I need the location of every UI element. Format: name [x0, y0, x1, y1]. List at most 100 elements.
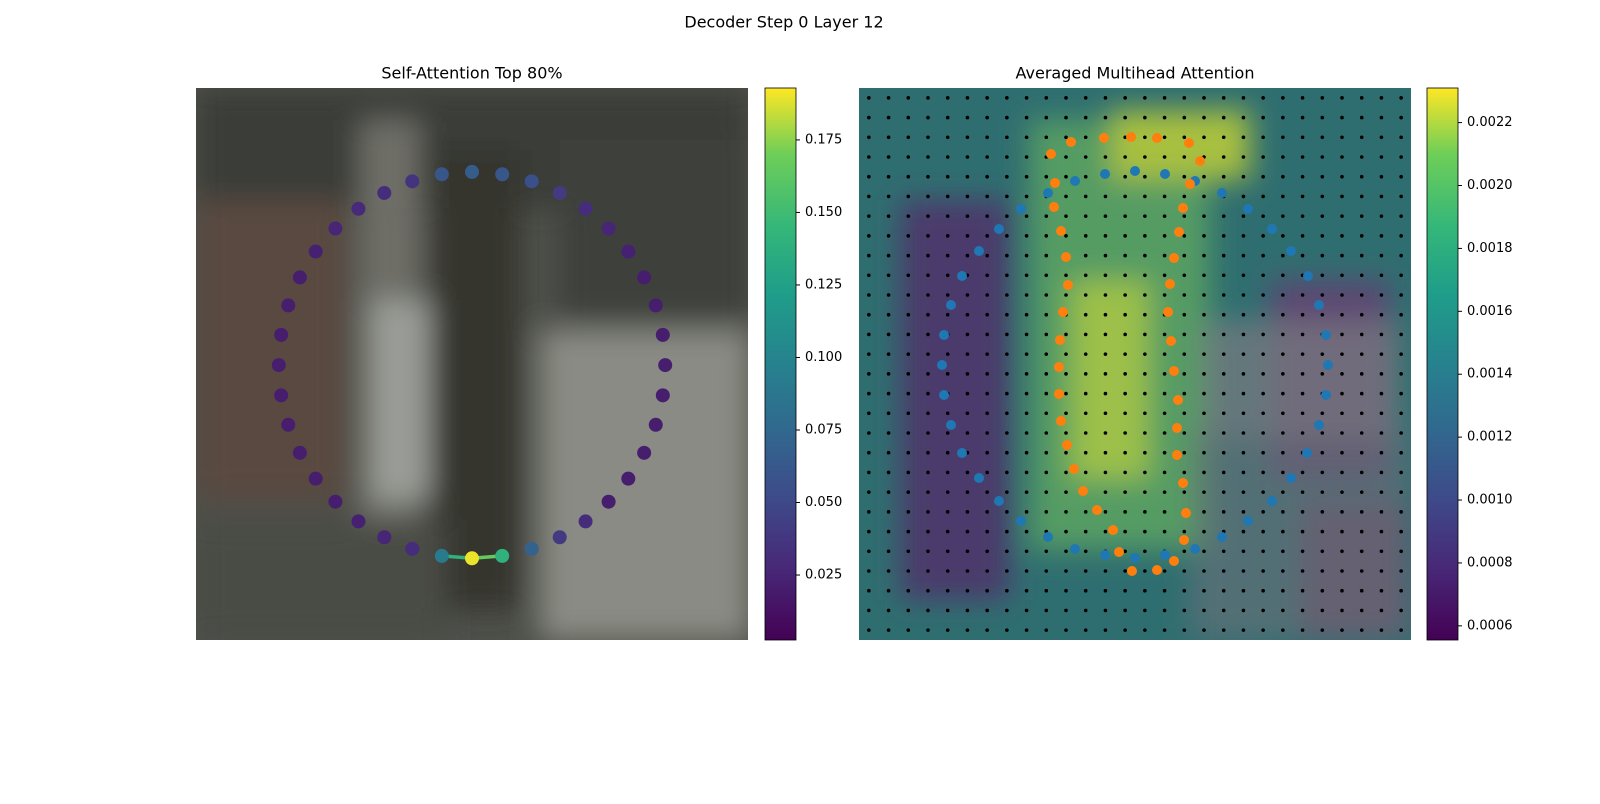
grid-dot: [1162, 588, 1167, 593]
query-point: [434, 167, 449, 182]
query-point: [434, 548, 449, 563]
grid-dot: [1005, 174, 1009, 179]
grid-dot: [1399, 234, 1403, 238]
grid-dot: [1281, 273, 1285, 278]
grid-dot: [906, 155, 911, 159]
grid-dot: [965, 96, 970, 100]
point: [1243, 516, 1253, 526]
point: [1267, 224, 1277, 234]
grid-dot: [886, 490, 891, 494]
colorbar-tick-label: 0.0008: [1467, 555, 1513, 570]
grid-dot: [1379, 569, 1384, 573]
grid-dot: [867, 352, 871, 356]
grid-dot: [1202, 510, 1206, 514]
grid-dot: [1064, 155, 1068, 159]
query-point: [292, 270, 307, 285]
grid-dot: [1320, 293, 1325, 297]
query-point: [405, 541, 420, 556]
grid-dot: [1143, 253, 1147, 258]
grid-dot: [926, 214, 930, 218]
grid-dot: [1359, 628, 1364, 632]
grid-dot: [1103, 372, 1108, 376]
grid-dot: [1103, 569, 1108, 573]
grid-dot: [1182, 155, 1187, 159]
grid-dot: [867, 549, 871, 554]
grid-dot: [1202, 135, 1206, 140]
grid-dot: [965, 253, 970, 258]
grid-dot: [1300, 411, 1305, 416]
grid-dot: [867, 293, 871, 297]
grid-dot: [1044, 214, 1049, 218]
grid-dot: [1083, 431, 1088, 435]
grid-dot: [1083, 273, 1088, 278]
grid-dot: [1103, 391, 1108, 396]
grid-dot: [1123, 214, 1127, 218]
grid-dot: [1083, 372, 1088, 376]
grid-dot: [1123, 293, 1127, 297]
grid-dot: [1024, 450, 1029, 455]
grid-dot: [1261, 174, 1265, 179]
grid-dot: [1103, 312, 1108, 317]
grid-dot: [1261, 115, 1265, 120]
point: [1108, 525, 1118, 535]
grid-dot: [965, 155, 970, 159]
query-point: [578, 201, 593, 216]
point: [1163, 307, 1173, 317]
grid-dot: [1241, 569, 1246, 573]
grid-dot: [1083, 588, 1088, 593]
grid-dot: [1123, 174, 1127, 179]
grid-dot: [867, 214, 871, 218]
grid-dot: [1162, 96, 1167, 100]
grid-dot: [1162, 352, 1167, 356]
query-point: [601, 494, 616, 509]
grid-dot: [1143, 293, 1147, 297]
grid-dot: [1083, 293, 1088, 297]
grid-dot: [1359, 529, 1364, 534]
grid-dot: [1340, 352, 1344, 356]
grid-dot: [1359, 470, 1364, 475]
grid-dot: [1044, 234, 1049, 238]
grid-dot: [1379, 470, 1384, 475]
grid-dot: [985, 490, 989, 494]
grid-dot: [867, 431, 871, 435]
grid-dot: [1241, 450, 1246, 455]
grid-dot: [1359, 391, 1364, 396]
grid-dot: [1379, 510, 1384, 514]
grid-dot: [1182, 332, 1187, 337]
grid-dot: [1182, 253, 1187, 258]
grid-dot: [1300, 234, 1305, 238]
grid-dot: [1281, 155, 1285, 159]
grid-dot: [945, 115, 950, 120]
grid-dot: [1379, 273, 1384, 278]
token-grid: [867, 96, 1403, 632]
grid-dot: [1024, 214, 1029, 218]
grid-dot: [867, 470, 871, 475]
grid-dot: [945, 411, 950, 416]
grid-dot: [1320, 312, 1325, 317]
grid-dot: [867, 490, 871, 494]
grid-dot: [1340, 391, 1344, 396]
grid-dot: [1123, 510, 1127, 514]
grid-dot: [1399, 450, 1403, 455]
grid-dot: [1044, 588, 1049, 593]
grid-dot: [985, 293, 989, 297]
query-point: [524, 174, 539, 189]
grid-dot: [1241, 332, 1246, 337]
grid-dot: [945, 549, 950, 554]
grid-dot: [926, 253, 930, 258]
point: [1314, 420, 1324, 430]
grid-dot: [1024, 194, 1029, 199]
query-point: [274, 327, 289, 342]
grid-dot: [1024, 293, 1029, 297]
grid-dot: [1064, 588, 1068, 593]
grid-dot: [1221, 352, 1226, 356]
grid-dot: [1123, 391, 1127, 396]
grid-dot: [1202, 431, 1206, 435]
grid-dot: [906, 431, 911, 435]
grid-dot: [1340, 214, 1344, 218]
grid-dot: [1261, 510, 1265, 514]
grid-dot: [1281, 608, 1285, 613]
grid-dot: [945, 470, 950, 475]
grid-dot: [1182, 431, 1187, 435]
grid-dot: [965, 115, 970, 120]
